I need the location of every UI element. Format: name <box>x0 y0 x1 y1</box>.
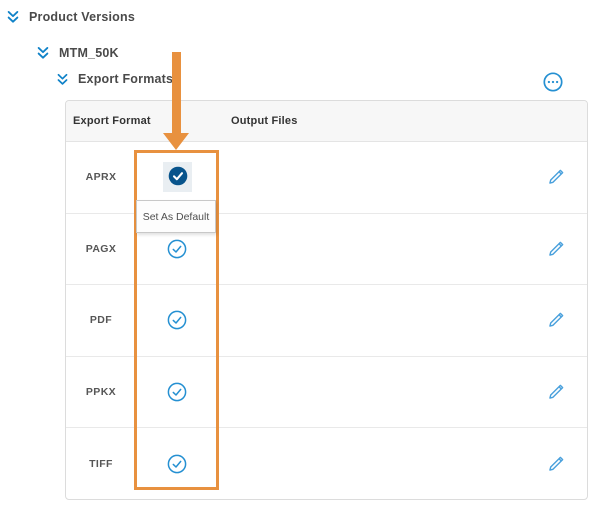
tree-label-mtm-50k[interactable]: MTM_50K <box>59 46 119 60</box>
column-header-output-files: Output Files <box>231 115 298 127</box>
edit-button[interactable] <box>547 240 565 258</box>
check-circle-outline-icon <box>167 382 187 402</box>
export-formats-table: Export Format Output Files APRX PAGX <box>65 100 588 500</box>
double-chevron-down-icon[interactable] <box>56 73 69 86</box>
check-circle-outline-icon <box>167 310 187 330</box>
column-header-export-format: Export Format <box>73 115 151 127</box>
edit-button[interactable] <box>547 311 565 329</box>
pencil-icon <box>547 383 565 401</box>
double-chevron-down-icon[interactable] <box>36 46 50 60</box>
format-label: TIFF <box>89 457 113 470</box>
table-header: Export Format Output Files <box>66 101 587 142</box>
more-options-button[interactable] <box>543 72 563 92</box>
format-label: PDF <box>89 314 113 327</box>
tree-node-product-versions[interactable]: Product Versions <box>6 10 135 24</box>
table-row: PDF <box>66 284 587 356</box>
table-row: PAGX <box>66 212 587 285</box>
format-label: APRX <box>85 171 117 184</box>
table-row: TIFF <box>66 427 587 499</box>
set-default-button[interactable] <box>167 382 187 402</box>
tree-label-product-versions[interactable]: Product Versions <box>29 10 136 24</box>
pencil-icon <box>547 455 565 473</box>
table-body: APRX PAGX <box>66 142 587 499</box>
edit-button[interactable] <box>547 455 565 473</box>
format-label: PAGX <box>85 242 117 255</box>
tooltip: Set As Default <box>136 200 216 233</box>
tree-label-export-formats[interactable]: Export Formats <box>78 72 174 86</box>
check-circle-outline-icon <box>167 454 187 474</box>
edit-button[interactable] <box>547 383 565 401</box>
table-row: APRX <box>66 142 587 213</box>
pencil-icon <box>547 168 565 186</box>
set-default-button-selected[interactable] <box>163 162 192 193</box>
edit-button[interactable] <box>547 168 565 186</box>
double-chevron-down-icon[interactable] <box>6 10 20 24</box>
set-default-button[interactable] <box>167 239 187 259</box>
check-circle-filled-icon <box>168 166 188 189</box>
set-default-button[interactable] <box>167 454 187 474</box>
format-label: PPKX <box>85 386 117 399</box>
set-default-button[interactable] <box>167 310 187 330</box>
table-row: PPKX <box>66 355 587 428</box>
pencil-icon <box>547 240 565 258</box>
tooltip-text: Set As Default <box>142 210 210 223</box>
ellipsis-circle-icon <box>543 72 563 92</box>
tree-node-export-formats[interactable]: Export Formats <box>56 72 173 86</box>
pencil-icon <box>547 311 565 329</box>
check-circle-outline-icon <box>167 239 187 259</box>
tree-node-mtm-50k[interactable]: MTM_50K <box>36 46 119 60</box>
